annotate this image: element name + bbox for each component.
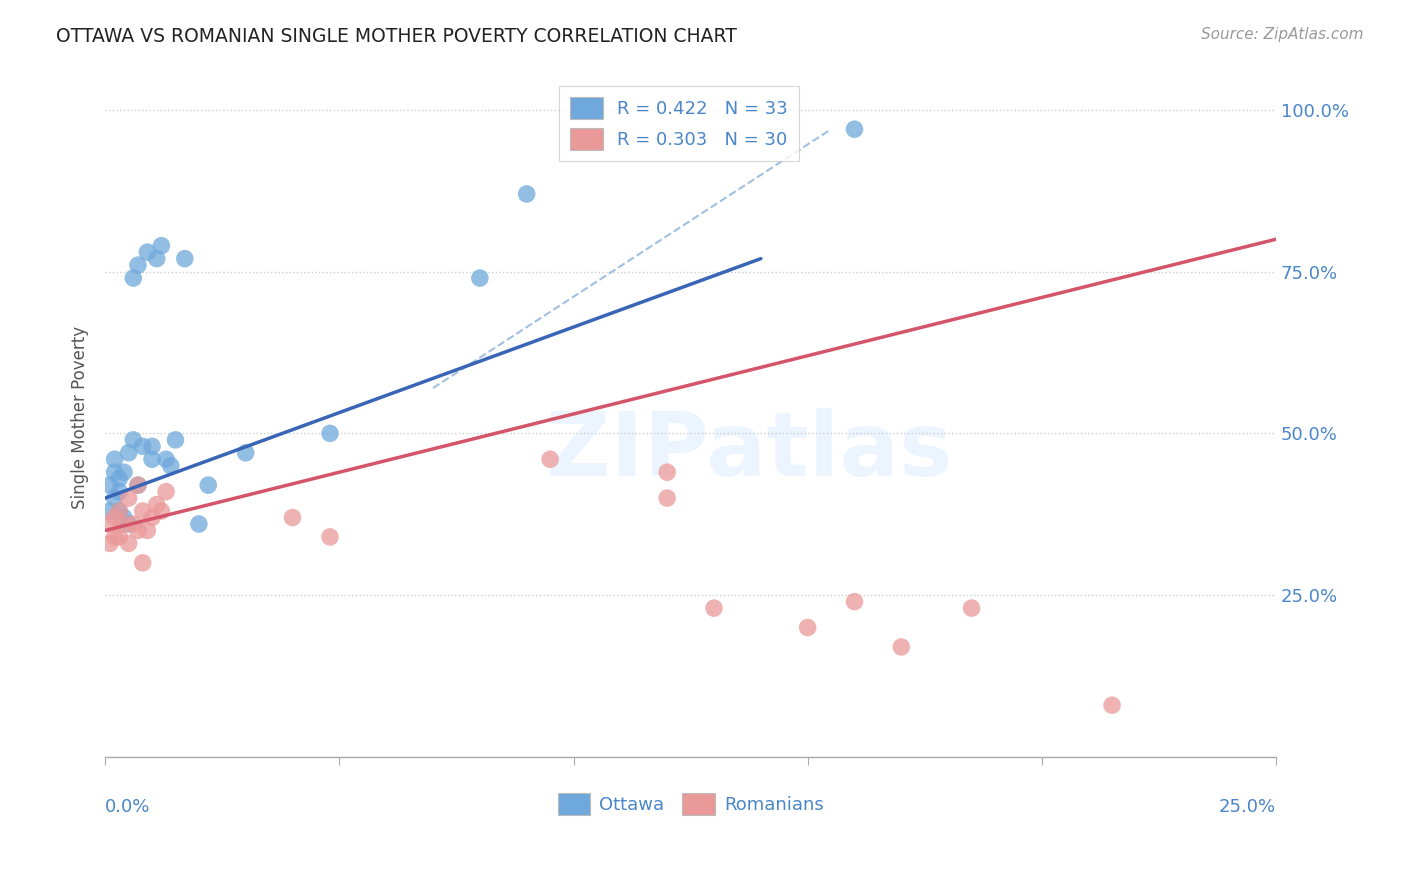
Romanians [657,491,679,505]
Ottawa [145,252,167,266]
Romanians [127,478,149,492]
Ottawa [141,439,163,453]
Romanians [131,556,153,570]
Romanians [703,601,725,615]
Ottawa [844,122,866,136]
Ottawa [319,426,342,441]
Romanians [98,516,121,531]
Romanians [108,530,131,544]
Ottawa [150,238,173,252]
Text: OTTAWA VS ROMANIAN SINGLE MOTHER POVERTY CORRELATION CHART: OTTAWA VS ROMANIAN SINGLE MOTHER POVERTY… [56,27,737,45]
Romanians [538,452,561,467]
Ottawa [468,271,491,285]
Romanians [103,530,125,544]
Romanians [108,504,131,518]
Romanians [117,491,139,505]
Romanians [890,640,912,654]
Romanians [960,601,983,615]
Romanians [145,498,167,512]
Romanians [141,510,163,524]
Ottawa [108,484,131,499]
Ottawa [112,465,135,479]
Romanians [150,504,173,518]
Romanians [103,510,125,524]
Romanians [127,524,149,538]
Ottawa [187,516,209,531]
Ottawa [122,271,145,285]
Y-axis label: Single Mother Poverty: Single Mother Poverty [72,326,89,508]
Romanians [122,516,145,531]
Romanians [112,516,135,531]
Romanians [281,510,304,524]
Romanians [155,484,177,499]
Ottawa [117,516,139,531]
Ottawa [103,491,125,505]
Romanians [136,524,159,538]
Ottawa [108,504,131,518]
Ottawa [165,433,187,447]
Ottawa [127,258,149,272]
Ottawa [112,510,135,524]
Text: ZIPatlas: ZIPatlas [546,408,952,495]
Romanians [117,536,139,550]
Text: 0.0%: 0.0% [105,797,150,815]
Romanians [319,530,342,544]
Ottawa [173,252,195,266]
Ottawa [131,439,153,453]
Legend: Ottawa, Romanians: Ottawa, Romanians [550,786,831,822]
Romanians [98,536,121,550]
Text: Source: ZipAtlas.com: Source: ZipAtlas.com [1201,27,1364,42]
Ottawa [98,504,121,518]
Ottawa [155,452,177,467]
Ottawa [235,446,257,460]
Ottawa [103,465,125,479]
Romanians [844,594,866,608]
Ottawa [136,245,159,260]
Ottawa [127,478,149,492]
Romanians [1101,698,1123,713]
Text: 25.0%: 25.0% [1219,797,1277,815]
Romanians [131,504,153,518]
Ottawa [117,446,139,460]
Ottawa [108,472,131,486]
Ottawa [516,186,538,201]
Ottawa [103,452,125,467]
Romanians [796,621,818,635]
Ottawa [141,452,163,467]
Ottawa [159,458,181,473]
Ottawa [122,433,145,447]
Romanians [657,465,679,479]
Ottawa [197,478,219,492]
Ottawa [98,478,121,492]
